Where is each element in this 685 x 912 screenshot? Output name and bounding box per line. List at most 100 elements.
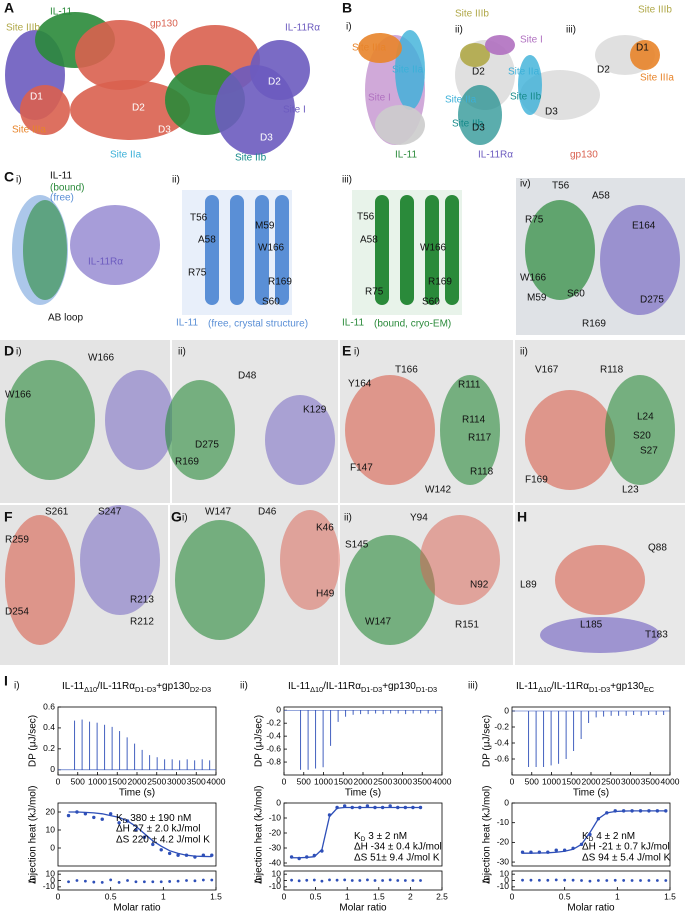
annotation: (bound, cryo-EM) — [374, 319, 451, 330]
data-point — [125, 819, 130, 823]
annotation: Y94 — [410, 513, 428, 524]
helix — [445, 195, 459, 305]
annotation: Site I — [520, 35, 543, 46]
data-point — [388, 804, 392, 808]
x-tick-label: 0 — [282, 776, 287, 786]
chart-title-part: IL-11 — [288, 681, 310, 692]
annotation: L23 — [622, 485, 639, 496]
data-point — [312, 853, 317, 858]
data-point — [134, 828, 138, 832]
residual-point — [151, 880, 155, 884]
x-tick-label: 1000 — [88, 776, 107, 786]
data-point — [664, 809, 668, 813]
y-tick-label: -0.6 — [494, 753, 509, 763]
annotation: ii) — [520, 347, 528, 358]
x-tick-label: 0 — [510, 891, 515, 901]
residual-point — [134, 880, 138, 884]
data-point — [403, 805, 408, 810]
annotation: D2 — [268, 77, 281, 88]
data-point — [167, 851, 172, 856]
y-tick-label: -10 — [497, 881, 510, 891]
residual-point — [117, 881, 121, 884]
structure-blob — [70, 205, 160, 285]
y-tick-label: -10 — [269, 812, 282, 822]
data-point — [373, 805, 377, 810]
annotation: IL-11Rα — [88, 257, 123, 268]
annotation: L89 — [520, 580, 537, 591]
annotation: T183 — [645, 630, 668, 641]
y-tick-label: 0 — [50, 764, 55, 774]
y-tick-label: -0.2 — [266, 717, 281, 727]
annotation: Site IIIb — [6, 23, 40, 34]
x-tick-label: 4000 — [433, 776, 452, 786]
annotation: Site IIa — [508, 67, 540, 78]
y-tick-label: -0.2 — [494, 721, 509, 731]
residual-point — [159, 880, 163, 884]
structure-blob — [440, 375, 500, 485]
x-tick-label: 1 — [161, 891, 166, 901]
y-tick-label: -20 — [497, 837, 510, 847]
annotation: iii) — [468, 681, 478, 692]
y-tick-label: 0 — [504, 705, 509, 715]
y-tick-label: -10 — [497, 817, 510, 827]
annotation: Site IIIa — [12, 125, 46, 136]
residual-point — [109, 878, 113, 882]
residual-point — [419, 879, 422, 882]
annotation: L185 — [580, 620, 603, 631]
data-point — [335, 805, 339, 810]
data-point — [554, 848, 558, 852]
chart-title-part: +gp130 — [382, 681, 416, 692]
x-tick-label: 3500 — [641, 776, 660, 786]
structure-blob — [5, 515, 75, 645]
annotation: S261 — [45, 507, 69, 518]
data-point — [365, 804, 370, 808]
y-tick-label: 20 — [46, 806, 56, 816]
data-point — [193, 855, 197, 859]
annotation: IL-11 — [176, 318, 198, 329]
y-tick-label: 0 — [50, 875, 55, 885]
residual-point — [655, 879, 659, 882]
annotation: D46 — [258, 507, 277, 518]
annotation: S60 — [567, 289, 585, 300]
x-tick-label: 2500 — [601, 776, 620, 786]
data-point — [380, 805, 385, 810]
residual-point — [100, 881, 104, 884]
y-tick-label: -0.4 — [494, 737, 509, 747]
data-point — [289, 855, 294, 859]
annotation: S247 — [98, 507, 122, 518]
x-axis-label: Molar ratio — [339, 903, 387, 912]
residual-point — [622, 879, 626, 882]
x-tick-label: 4000 — [661, 776, 680, 786]
residual-point — [411, 879, 415, 882]
data-point — [411, 805, 415, 810]
structure-blob — [280, 510, 340, 610]
residual-point — [305, 878, 309, 882]
annotation: IL-11Rα — [478, 150, 513, 161]
structure-blob — [345, 535, 435, 645]
y-axis-label: Injection heat (kJ/mol) — [254, 786, 265, 884]
x-tick-label: 3000 — [393, 776, 412, 786]
panel-label: D — [4, 343, 14, 359]
residual-point — [588, 879, 592, 883]
structure-blob — [5, 360, 95, 480]
annotation: (free, crystal structure) — [208, 319, 308, 330]
annotation: Site IIa — [392, 65, 424, 76]
annotation: R259 — [5, 535, 29, 546]
annotation: W166 — [420, 243, 447, 254]
annotation: ii) — [172, 175, 180, 186]
structure-blob — [525, 200, 595, 300]
data-point — [579, 842, 584, 847]
y-tick-label: -40 — [269, 857, 282, 867]
data-point — [621, 809, 626, 813]
annotation: D1 — [30, 92, 43, 103]
chart-title-part: /IL-11Rα — [551, 681, 589, 692]
data-point — [396, 805, 400, 810]
x-tick-label: 2000 — [128, 776, 147, 786]
annotation: ΔS 94 ± 5.4 J/mol K — [582, 853, 671, 864]
residual-point — [546, 878, 550, 882]
annotation: Site IIb — [235, 153, 267, 164]
annotation: (bound) — [50, 183, 84, 194]
annotation: Site IIb — [510, 92, 542, 103]
residual-point — [563, 878, 567, 882]
data-point — [342, 804, 347, 808]
